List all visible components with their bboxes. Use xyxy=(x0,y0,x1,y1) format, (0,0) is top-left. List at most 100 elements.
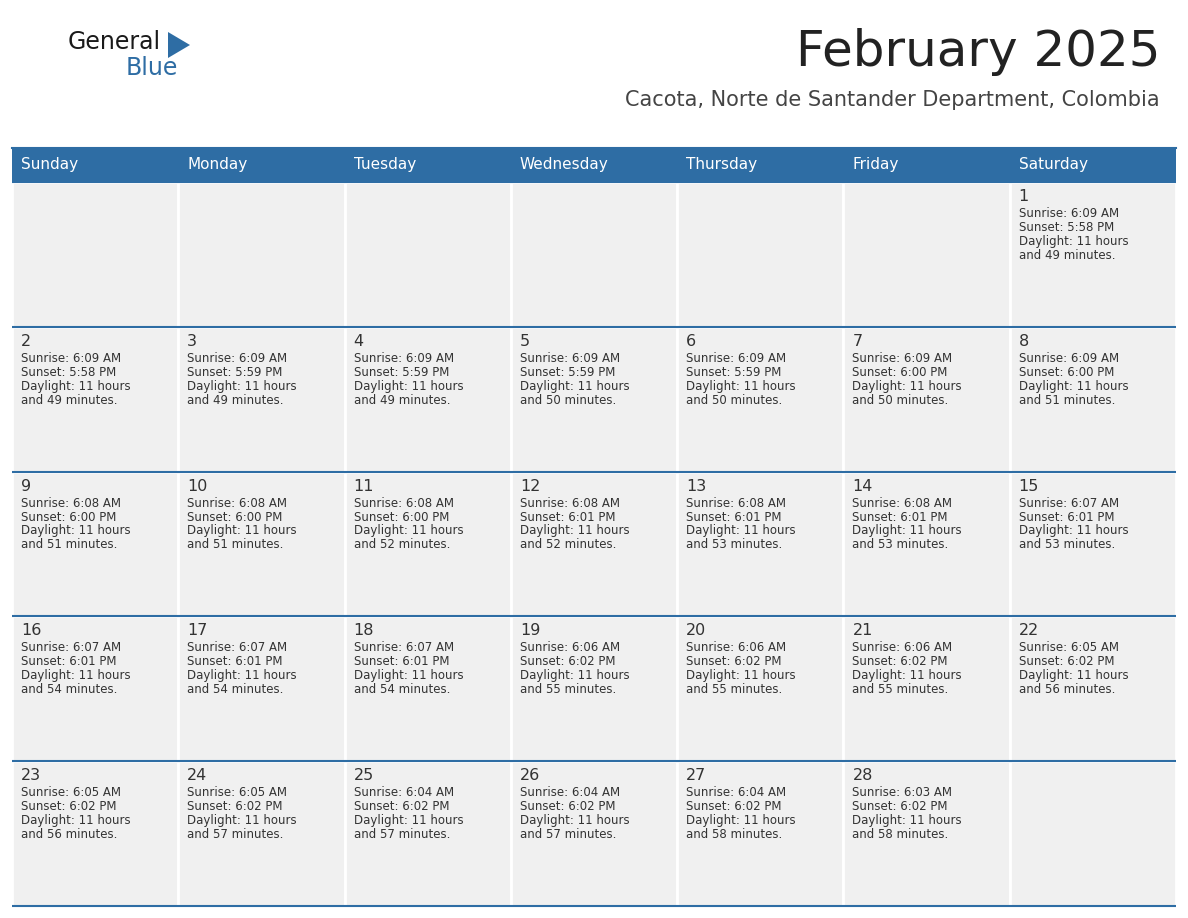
Text: Daylight: 11 hours: Daylight: 11 hours xyxy=(687,814,796,827)
Text: Sunset: 5:58 PM: Sunset: 5:58 PM xyxy=(1019,221,1114,234)
Text: and 58 minutes.: and 58 minutes. xyxy=(687,828,783,841)
Bar xyxy=(677,616,843,761)
Text: Sunrise: 6:09 AM: Sunrise: 6:09 AM xyxy=(520,352,620,364)
Text: Tuesday: Tuesday xyxy=(354,158,416,173)
Text: Sunrise: 6:09 AM: Sunrise: 6:09 AM xyxy=(1019,207,1119,220)
Bar xyxy=(178,616,345,761)
Text: 7: 7 xyxy=(853,334,862,349)
Text: Cacota, Norte de Santander Department, Colombia: Cacota, Norte de Santander Department, C… xyxy=(625,90,1159,110)
Text: and 53 minutes.: and 53 minutes. xyxy=(853,538,949,552)
Text: Wednesday: Wednesday xyxy=(520,158,608,173)
Text: and 54 minutes.: and 54 minutes. xyxy=(354,683,450,696)
Text: 23: 23 xyxy=(21,768,42,783)
Text: Sunset: 5:58 PM: Sunset: 5:58 PM xyxy=(21,365,116,379)
Text: 9: 9 xyxy=(21,478,31,494)
Text: Daylight: 11 hours: Daylight: 11 hours xyxy=(21,524,131,537)
Text: Sunrise: 6:09 AM: Sunrise: 6:09 AM xyxy=(1019,352,1119,364)
Text: Sunset: 6:02 PM: Sunset: 6:02 PM xyxy=(354,800,449,813)
Bar xyxy=(511,761,677,906)
Text: and 57 minutes.: and 57 minutes. xyxy=(520,828,617,841)
Bar xyxy=(178,761,345,906)
Bar xyxy=(511,182,677,327)
Bar xyxy=(511,472,677,616)
Text: Sunrise: 6:06 AM: Sunrise: 6:06 AM xyxy=(520,642,620,655)
Bar xyxy=(843,761,1010,906)
Text: 2: 2 xyxy=(21,334,31,349)
Text: Sunrise: 6:07 AM: Sunrise: 6:07 AM xyxy=(1019,497,1119,509)
Text: Sunset: 6:00 PM: Sunset: 6:00 PM xyxy=(853,365,948,379)
Text: Sunset: 6:02 PM: Sunset: 6:02 PM xyxy=(520,655,615,668)
Text: Sunset: 6:01 PM: Sunset: 6:01 PM xyxy=(354,655,449,668)
Text: Daylight: 11 hours: Daylight: 11 hours xyxy=(21,669,131,682)
Text: Sunrise: 6:06 AM: Sunrise: 6:06 AM xyxy=(853,642,953,655)
Bar xyxy=(178,472,345,616)
Text: Sunset: 6:01 PM: Sunset: 6:01 PM xyxy=(1019,510,1114,523)
Text: Sunrise: 6:08 AM: Sunrise: 6:08 AM xyxy=(520,497,620,509)
Text: Daylight: 11 hours: Daylight: 11 hours xyxy=(354,380,463,393)
Bar xyxy=(843,148,1010,182)
Text: Sunrise: 6:08 AM: Sunrise: 6:08 AM xyxy=(354,497,454,509)
Bar xyxy=(12,182,178,327)
Text: and 55 minutes.: and 55 minutes. xyxy=(520,683,617,696)
Text: Daylight: 11 hours: Daylight: 11 hours xyxy=(520,524,630,537)
Text: and 57 minutes.: and 57 minutes. xyxy=(188,828,284,841)
Text: Sunset: 6:01 PM: Sunset: 6:01 PM xyxy=(188,655,283,668)
Text: and 52 minutes.: and 52 minutes. xyxy=(354,538,450,552)
Text: Daylight: 11 hours: Daylight: 11 hours xyxy=(354,669,463,682)
Text: and 53 minutes.: and 53 minutes. xyxy=(687,538,783,552)
Text: and 51 minutes.: and 51 minutes. xyxy=(188,538,284,552)
Text: Sunrise: 6:04 AM: Sunrise: 6:04 AM xyxy=(687,786,786,800)
Text: Sunset: 6:01 PM: Sunset: 6:01 PM xyxy=(687,510,782,523)
Bar xyxy=(677,472,843,616)
Text: Daylight: 11 hours: Daylight: 11 hours xyxy=(21,380,131,393)
Bar xyxy=(345,616,511,761)
Bar xyxy=(345,182,511,327)
Text: 24: 24 xyxy=(188,768,208,783)
Text: Sunrise: 6:07 AM: Sunrise: 6:07 AM xyxy=(188,642,287,655)
Text: Daylight: 11 hours: Daylight: 11 hours xyxy=(853,380,962,393)
Text: and 58 minutes.: and 58 minutes. xyxy=(853,828,949,841)
Text: Daylight: 11 hours: Daylight: 11 hours xyxy=(1019,669,1129,682)
Text: 18: 18 xyxy=(354,623,374,638)
Bar xyxy=(345,327,511,472)
Bar xyxy=(511,148,677,182)
Text: and 55 minutes.: and 55 minutes. xyxy=(687,683,783,696)
Bar xyxy=(178,182,345,327)
Text: 13: 13 xyxy=(687,478,707,494)
Text: 22: 22 xyxy=(1019,623,1040,638)
Text: and 55 minutes.: and 55 minutes. xyxy=(853,683,949,696)
Text: Sunrise: 6:05 AM: Sunrise: 6:05 AM xyxy=(21,786,121,800)
Text: 15: 15 xyxy=(1019,478,1040,494)
Text: Sunset: 6:01 PM: Sunset: 6:01 PM xyxy=(21,655,116,668)
Text: 5: 5 xyxy=(520,334,530,349)
Text: Sunrise: 6:09 AM: Sunrise: 6:09 AM xyxy=(21,352,121,364)
Text: Daylight: 11 hours: Daylight: 11 hours xyxy=(354,524,463,537)
Text: Sunset: 6:01 PM: Sunset: 6:01 PM xyxy=(853,510,948,523)
Text: and 52 minutes.: and 52 minutes. xyxy=(520,538,617,552)
Text: 20: 20 xyxy=(687,623,707,638)
Text: Daylight: 11 hours: Daylight: 11 hours xyxy=(853,669,962,682)
Text: Daylight: 11 hours: Daylight: 11 hours xyxy=(354,814,463,827)
Text: Sunrise: 6:09 AM: Sunrise: 6:09 AM xyxy=(687,352,786,364)
Text: 12: 12 xyxy=(520,478,541,494)
Bar xyxy=(677,182,843,327)
Text: Sunset: 6:00 PM: Sunset: 6:00 PM xyxy=(188,510,283,523)
Bar xyxy=(12,327,178,472)
Text: and 54 minutes.: and 54 minutes. xyxy=(21,683,118,696)
Text: 25: 25 xyxy=(354,768,374,783)
Text: Daylight: 11 hours: Daylight: 11 hours xyxy=(1019,524,1129,537)
Text: Sunset: 5:59 PM: Sunset: 5:59 PM xyxy=(520,365,615,379)
Text: 19: 19 xyxy=(520,623,541,638)
Text: Daylight: 11 hours: Daylight: 11 hours xyxy=(687,669,796,682)
Bar xyxy=(345,148,511,182)
Text: Daylight: 11 hours: Daylight: 11 hours xyxy=(520,669,630,682)
Text: and 50 minutes.: and 50 minutes. xyxy=(853,394,949,407)
Text: Daylight: 11 hours: Daylight: 11 hours xyxy=(188,814,297,827)
Text: Daylight: 11 hours: Daylight: 11 hours xyxy=(520,814,630,827)
Text: Sunset: 6:01 PM: Sunset: 6:01 PM xyxy=(520,510,615,523)
Text: and 50 minutes.: and 50 minutes. xyxy=(520,394,617,407)
Text: Daylight: 11 hours: Daylight: 11 hours xyxy=(687,524,796,537)
Text: 3: 3 xyxy=(188,334,197,349)
Text: 26: 26 xyxy=(520,768,541,783)
Text: 11: 11 xyxy=(354,478,374,494)
